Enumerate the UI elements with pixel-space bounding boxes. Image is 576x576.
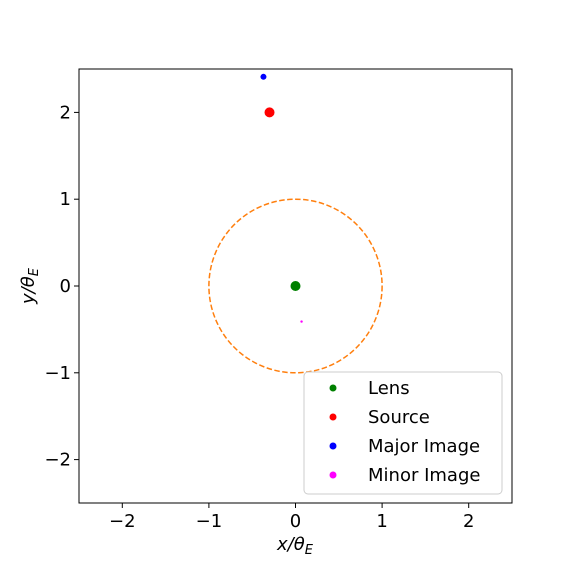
legend-marker-major-image <box>329 442 337 450</box>
y-tick-label: 1 <box>60 189 71 210</box>
legend-label-source: Source <box>368 407 430 428</box>
legend-marker-minor-image <box>329 471 337 479</box>
marks <box>208 73 383 374</box>
legend-label-minor-image: Minor Image <box>368 465 480 486</box>
legend-label-lens: Lens <box>368 378 410 399</box>
y-tick-label: 2 <box>60 102 71 123</box>
y-tick-label: −2 <box>44 450 71 471</box>
y-tick-label: −1 <box>44 363 71 384</box>
y-axis-label-sub: E <box>27 267 42 276</box>
y-tick-label: 0 <box>60 276 71 297</box>
legend-marker-source <box>329 413 337 421</box>
source-point <box>264 107 275 118</box>
x-axis-label-sub: E <box>305 543 314 558</box>
legend-marker-lens <box>329 384 337 392</box>
x-tick-label: −2 <box>109 511 136 532</box>
legend: Lens Source Major Image Minor Image <box>303 371 503 495</box>
ticks: −2 −1 0 1 2 −2 −1 0 1 2 <box>44 102 474 532</box>
minor-image-point <box>300 320 303 323</box>
lens-point <box>290 281 301 291</box>
einstein-ring-circle <box>208 198 383 374</box>
legend-box <box>303 371 503 495</box>
x-tick-label: −1 <box>196 511 223 532</box>
y-axis-label: y/θE <box>18 267 42 305</box>
x-tick-label: 1 <box>376 511 387 532</box>
major-image-point <box>260 73 267 80</box>
x-tick-label: 2 <box>463 511 474 532</box>
x-tick-label: 0 <box>290 511 301 532</box>
legend-label-major-image: Major Image <box>368 436 480 457</box>
x-axis-label: x/θE <box>276 534 314 558</box>
